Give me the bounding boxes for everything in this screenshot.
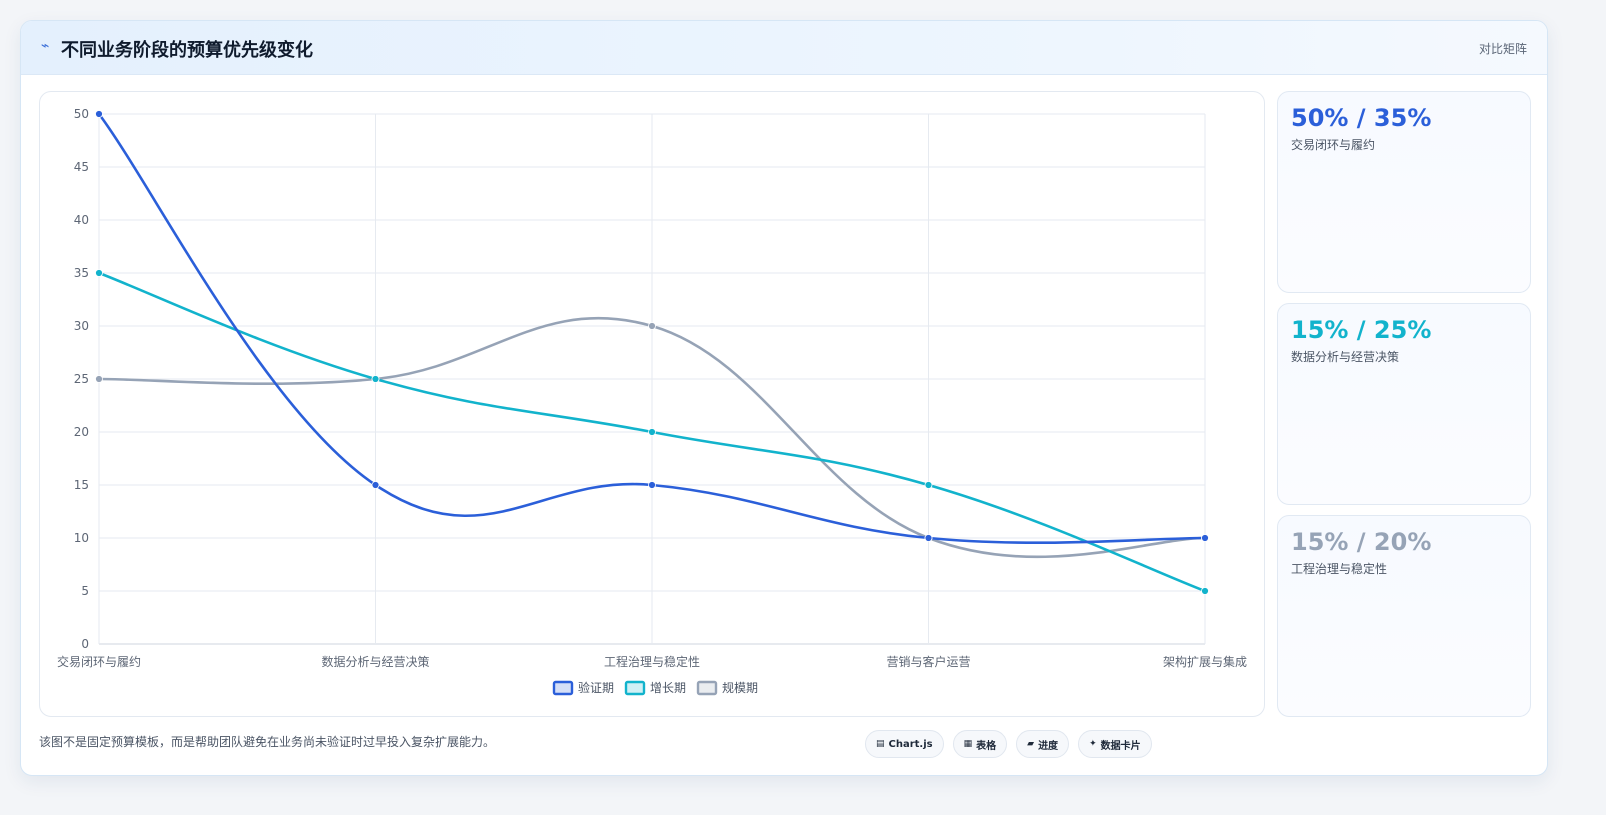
y-tick-label: 40 [74,213,89,227]
x-tick-label: 数据分析与经营决策 [321,654,429,669]
stat-label: 交易闭环与履约 [1291,138,1376,152]
y-tick-label: 0 [81,637,89,651]
y-tick-label: 20 [74,425,89,439]
data-point [924,534,933,542]
x-tick-label: 交易闭环与履约 [57,654,141,669]
x-tick-label: 架构扩展与集成 [1163,654,1247,669]
pill-data-card[interactable]: ✦ 数据卡片 [1078,730,1152,758]
chart-icon: ▤ [876,739,885,749]
pill-table[interactable]: ▦ 表格 [952,730,1008,758]
data-point [648,322,656,330]
chart-card: ⌁ 不同业务阶段的预算优先级变化 对比矩阵 0 5 10 15 20 25 30 35 40 45… [20,20,1548,776]
view-mode-tag[interactable]: 对比矩阵 [1478,42,1527,56]
sparkle-icon: ✦ [1089,739,1097,749]
y-tick-label: 45 [74,160,89,174]
pill-label: Chart.js [888,738,933,750]
stat-value: 50% / 35% [1291,104,1432,132]
y-tick-label: 30 [74,319,89,333]
data-point [924,481,933,489]
card-header: ⌁ 不同业务阶段的预算优先级变化 对比矩阵 [21,21,1547,75]
pill-label: 表格 [976,740,997,752]
pill-label: 数据卡片 [1100,740,1141,752]
stat-card-1: 50% / 35% 交易闭环与履约 [1277,91,1531,293]
series-line [97,113,1206,544]
data-point [1201,534,1209,542]
y-tick-label: 50 [74,107,89,121]
data-point [95,269,103,277]
legend-label: 验证期 [578,680,614,695]
tag-pills: ▤ Chart.js ▦ 表格 ▰ 进度 ✦ 数据卡片 [865,730,1152,758]
legend-swatch [624,680,646,696]
legend-swatch [552,680,574,696]
footnote: 该图不是固定预算模板，而是帮助团队避免在业务尚未验证时过早投入复杂扩展能力。 [39,735,496,749]
card-title: 不同业务阶段的预算优先级变化 [61,40,313,61]
x-tick-label: 工程治理与稳定性 [604,654,700,669]
data-point [95,375,103,383]
stat-label: 数据分析与经营决策 [1291,350,1400,364]
y-tick-label: 10 [74,531,89,545]
stat-value: 15% / 25% [1291,316,1432,344]
pill-label: 进度 [1038,740,1059,752]
data-point [95,110,103,118]
trend-icon: ⌁ [41,38,50,54]
data-point [371,481,380,489]
data-point [648,428,656,436]
table-icon: ▦ [963,739,973,749]
legend-label: 增长期 [650,681,686,695]
legend-swatch [696,680,718,696]
y-tick-label: 15 [74,478,89,492]
data-point [371,375,380,383]
stat-card-2: 15% / 25% 数据分析与经营决策 [1277,303,1531,505]
y-tick-label: 5 [81,584,89,598]
progress-icon: ▰ [1027,739,1035,749]
line-chart: 0 5 10 15 20 25 30 35 40 45 50 交易闭环与履约 数据分析与经营决策 工程治理… [57,107,1247,696]
data-point [648,481,656,489]
data-point [1201,587,1209,595]
stat-value: 15% / 20% [1291,528,1432,556]
series-line [98,316,1206,559]
pill-progress[interactable]: ▰ 进度 [1016,730,1070,758]
stat-label: 工程治理与稳定性 [1291,562,1388,576]
pill-chartjs[interactable]: ▤ Chart.js [865,730,944,758]
x-tick-label: 营销与客户运营 [886,654,970,669]
y-tick-label: 25 [74,372,89,386]
y-tick-label: 35 [74,266,89,280]
legend-label: 规模期 [722,680,758,695]
stat-card-3: 15% / 20% 工程治理与稳定性 [1277,515,1531,717]
chart-panel: 0 5 10 15 20 25 30 35 40 45 50 交易闭环与履约 数据分析与经营决策 工程治理… [39,91,1265,717]
